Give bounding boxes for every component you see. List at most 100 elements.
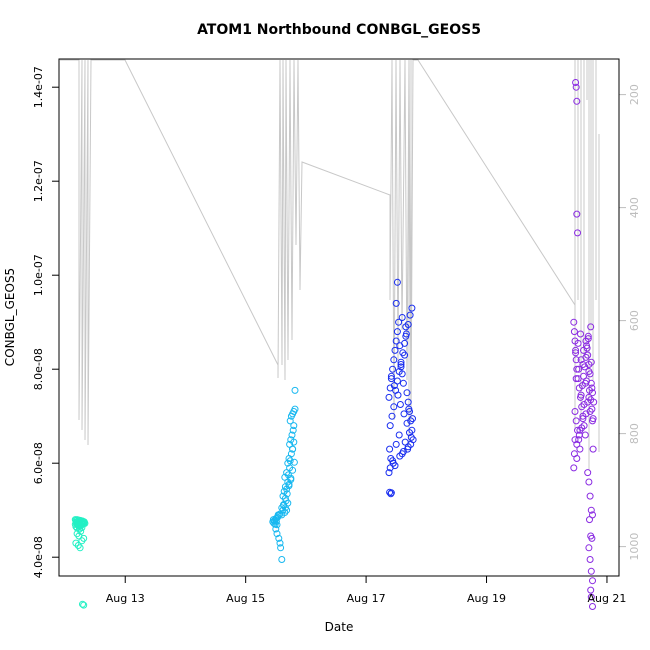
data-point: [385, 393, 393, 401]
plot-frame: [58, 58, 620, 577]
data-point: [406, 429, 413, 437]
data-point: [587, 586, 595, 594]
data-point: [385, 469, 393, 477]
data-point: [394, 391, 402, 399]
data-point: [289, 445, 297, 453]
data-point: [577, 356, 585, 364]
x-tick-label: Aug 19: [467, 592, 506, 605]
data-point: [587, 506, 595, 514]
data-point: [572, 83, 580, 91]
right-tick-label: 200: [628, 84, 641, 105]
data-point: [79, 600, 86, 608]
data-point: [572, 349, 580, 357]
data-point: [272, 525, 280, 533]
data-point: [586, 492, 594, 500]
data-point: [281, 494, 289, 502]
data-point: [407, 417, 415, 425]
data-point: [408, 426, 416, 434]
right-tick-label: 800: [628, 423, 641, 444]
data-point: [584, 351, 592, 359]
data-point: [586, 516, 593, 524]
data-point: [278, 556, 286, 563]
data-point: [290, 438, 298, 446]
data-point: [279, 492, 287, 500]
data-point: [588, 384, 596, 392]
data-point: [284, 459, 292, 467]
data-point: [404, 398, 412, 406]
data-point: [407, 440, 415, 448]
data-point: [395, 431, 403, 439]
data-point: [587, 323, 595, 331]
data-point: [575, 431, 583, 439]
data-point: [285, 482, 293, 490]
data-point: [587, 567, 595, 575]
data-point: [398, 314, 406, 321]
data-point: [288, 431, 296, 439]
data-point: [589, 417, 596, 425]
data-point: [580, 422, 588, 430]
data-point: [286, 457, 294, 465]
data-point: [589, 577, 596, 585]
x-tick-label: Aug 13: [106, 592, 145, 605]
data-point: [408, 304, 416, 312]
data-point: [401, 339, 409, 347]
data-point: [409, 415, 416, 423]
data-point: [286, 417, 294, 425]
data-point: [573, 440, 581, 448]
data-point: [399, 379, 407, 387]
data-point: [589, 445, 597, 453]
data-point: [585, 393, 593, 401]
data-point: [584, 469, 592, 477]
data-point: [570, 318, 578, 326]
right-tick-label: 400: [628, 197, 641, 218]
data-point: [395, 368, 403, 375]
data-point: [277, 544, 285, 552]
data-point: [290, 458, 298, 466]
data-point: [572, 375, 580, 383]
data-point: [397, 358, 405, 366]
data-point: [402, 330, 410, 338]
data-point: [572, 79, 580, 86]
data-point: [391, 346, 399, 354]
data-point: [574, 229, 581, 237]
data-point: [572, 417, 580, 425]
data-point: [401, 351, 409, 359]
data-point: [573, 365, 581, 373]
y-tick-label: 1.2e-07: [32, 160, 45, 202]
data-point: [72, 539, 80, 547]
data-point: [580, 401, 588, 408]
right-tick-label: 1000: [628, 533, 641, 561]
data-point: [287, 450, 295, 458]
data-point: [74, 542, 82, 549]
data-point: [73, 530, 81, 538]
data-point: [587, 358, 595, 366]
data-point: [396, 401, 404, 408]
data-point: [578, 403, 586, 411]
data-point: [387, 372, 395, 380]
data-point: [585, 368, 593, 375]
data-point: [289, 426, 297, 434]
data-point: [570, 464, 578, 472]
y-tick-label: 1.4e-07: [32, 66, 45, 108]
data-point: [397, 363, 405, 371]
data-point: [386, 422, 394, 430]
data-point: [573, 455, 581, 462]
data-point: [403, 389, 411, 397]
y-tick-label: 1.0e-07: [32, 254, 45, 296]
data-point: [389, 459, 397, 467]
data-point: [588, 534, 596, 542]
data-point: [577, 330, 584, 338]
data-point: [387, 489, 395, 497]
data-point: [585, 478, 593, 486]
data-point: [402, 323, 410, 331]
data-point: [584, 335, 592, 343]
data-point: [77, 522, 85, 530]
data-point: [573, 97, 581, 105]
data-point: [78, 524, 86, 532]
data-point: [396, 452, 404, 460]
data-point: [280, 501, 288, 509]
data-point: [576, 445, 584, 453]
data-point: [287, 474, 295, 482]
